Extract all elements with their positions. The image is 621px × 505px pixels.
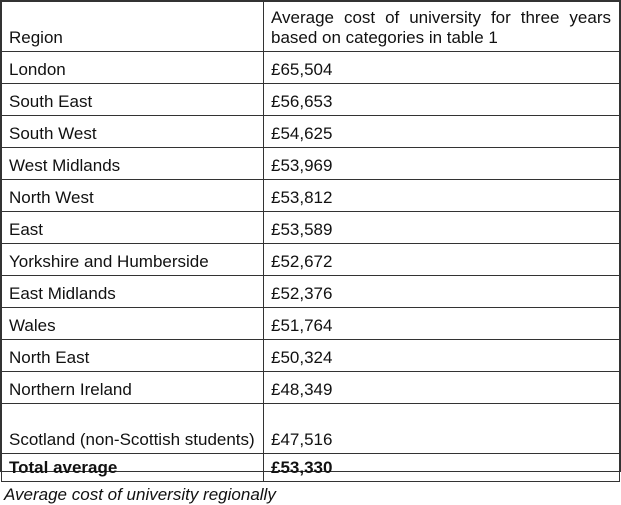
region-cell: Wales xyxy=(1,307,264,340)
data-row: London £65,504 xyxy=(1,51,620,84)
data-row: West Midlands £53,969 xyxy=(1,147,620,180)
region-cell: North East xyxy=(1,339,264,372)
cost-cell: £65,504 xyxy=(263,51,620,84)
data-row: North West £53,812 xyxy=(1,179,620,212)
cost-cell: £52,672 xyxy=(263,243,620,276)
data-row: North East £50,324 xyxy=(1,339,620,372)
data-row: South East £56,653 xyxy=(1,83,620,116)
region-cell: Total average xyxy=(1,453,264,481)
data-row: Scotland (non-Scottish students) £47,516 xyxy=(1,403,620,454)
header-cell: Average cost of university for three yea… xyxy=(263,1,620,52)
region-cell: Yorkshire and Humberside xyxy=(1,243,264,276)
cost-cell: £51,764 xyxy=(263,307,620,340)
region-cell: South East xyxy=(1,83,264,116)
region-cell: South West xyxy=(1,115,264,148)
cost-cell: £53,969 xyxy=(263,147,620,180)
cost-table: Region Average cost of university for th… xyxy=(1,1,620,481)
cost-cell: £53,812 xyxy=(263,179,620,212)
cost-cell: £53,330 xyxy=(263,453,620,481)
region-cell: Northern Ireland xyxy=(1,371,264,404)
region-cell: East Midlands xyxy=(1,275,264,308)
cost-cell: £56,653 xyxy=(263,83,620,116)
cost-cell: £52,376 xyxy=(263,275,620,308)
data-row: Yorkshire and Humberside £52,672 xyxy=(1,243,620,276)
cost-cell: £50,324 xyxy=(263,339,620,372)
cost-cell: £54,625 xyxy=(263,115,620,148)
data-row: South West £54,625 xyxy=(1,115,620,148)
data-row: Wales £51,764 xyxy=(1,307,620,340)
region-cell: East xyxy=(1,211,264,244)
data-row: East Midlands £52,376 xyxy=(1,275,620,308)
region-cell: West Midlands xyxy=(1,147,264,180)
data-row: East £53,589 xyxy=(1,211,620,244)
header-cell: Region xyxy=(1,1,264,52)
cost-cell: £48,349 xyxy=(263,371,620,404)
region-cell: Scotland (non-Scottish students) xyxy=(1,403,264,454)
cost-cell: £53,589 xyxy=(263,211,620,244)
cost-cell: £47,516 xyxy=(263,403,620,454)
region-cell: North West xyxy=(1,179,264,212)
data-row: Northern Ireland £48,349 xyxy=(1,371,620,404)
total-row: Total average £53,330 xyxy=(1,453,620,481)
caption: Average cost of university regionally xyxy=(1,481,620,505)
region-cell: London xyxy=(1,51,264,84)
header-row: Region Average cost of university for th… xyxy=(1,1,620,52)
